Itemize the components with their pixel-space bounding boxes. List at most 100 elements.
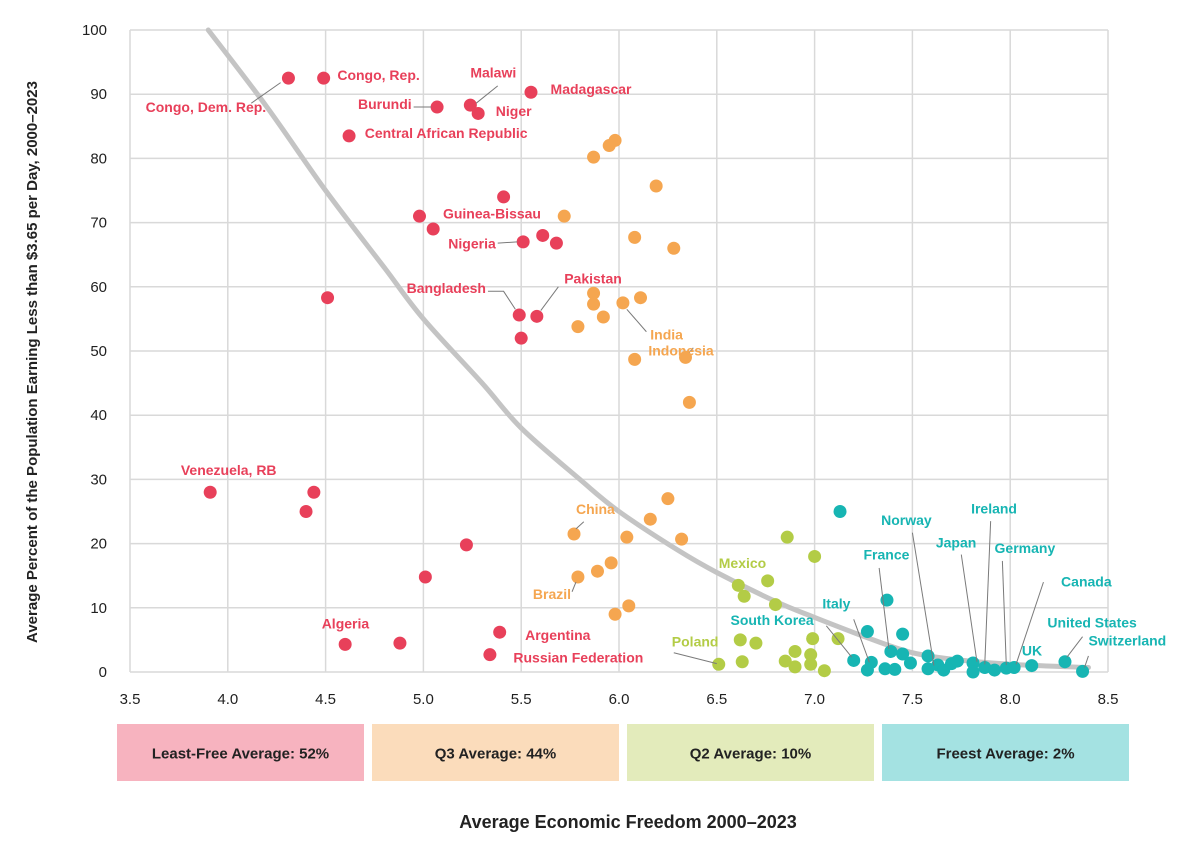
data-point	[749, 636, 763, 650]
data-point	[778, 654, 792, 668]
y-tick-label: 40	[90, 407, 107, 424]
data-point	[497, 190, 511, 204]
data-point	[731, 578, 745, 592]
y-tick-label: 80	[90, 150, 107, 167]
point-label: Madagascar	[551, 81, 632, 97]
data-point	[860, 625, 874, 639]
point-label: Niger	[496, 103, 532, 119]
leader-line	[960, 554, 978, 662]
x-tick-label: 5.0	[413, 691, 434, 708]
data-point	[1025, 659, 1039, 673]
data-point	[430, 100, 444, 114]
point-label: United States	[1047, 615, 1137, 631]
quartile-band	[372, 724, 619, 781]
leader-line	[689, 347, 694, 353]
x-tick-label: 6.0	[609, 691, 630, 708]
data-point	[733, 633, 747, 647]
point-label: Canada	[1061, 574, 1112, 590]
data-point	[307, 485, 321, 499]
data-point	[712, 657, 726, 671]
x-tick-label: 8.5	[1098, 691, 1119, 708]
x-tick-label: 6.5	[706, 691, 727, 708]
data-point	[321, 291, 335, 305]
y-tick-label: 0	[99, 664, 107, 681]
data-point	[524, 85, 538, 99]
trend-line	[205, 27, 1091, 671]
trend-line-group	[205, 27, 1091, 671]
annotation-labels: Congo, Dem. Rep. Congo, Rep. Burundi Malawi…	[146, 65, 1167, 666]
point-label: China	[576, 501, 615, 517]
y-axis-ticks: 0 10 20 30 40 50 60 70 80 90 100	[82, 22, 107, 681]
data-point	[1076, 664, 1090, 678]
point-label: Malawi	[470, 65, 516, 81]
point-label: Norway	[881, 512, 932, 528]
point-label: Switzerland	[1088, 633, 1166, 649]
leader-line	[626, 308, 647, 333]
point-label: Argentina	[525, 627, 591, 643]
leader-line	[1015, 581, 1044, 665]
leader-line	[1084, 655, 1089, 668]
data-point	[590, 564, 604, 578]
leader-line	[1066, 636, 1083, 658]
leader-line	[575, 521, 585, 530]
data-point	[860, 663, 874, 677]
quartile-band	[882, 724, 1129, 781]
data-point	[921, 649, 935, 663]
data-point	[516, 235, 530, 249]
data-point	[622, 599, 636, 613]
data-point	[514, 331, 528, 345]
data-point	[567, 527, 581, 541]
data-point	[426, 222, 440, 236]
data-point	[808, 549, 822, 563]
quartile-band-label: Least-Free Average: 52%	[152, 746, 329, 763]
data-point	[620, 530, 634, 544]
data-point	[587, 150, 601, 164]
data-point	[342, 129, 356, 143]
data-points	[203, 71, 1090, 679]
leader-line	[1001, 560, 1007, 665]
point-label: Nigeria	[448, 235, 496, 251]
point-label: Brazil	[533, 586, 571, 602]
quartile-band	[117, 724, 364, 781]
y-axis-label: Average Percent of the Population Earnin…	[24, 81, 41, 643]
leader-line	[497, 241, 518, 244]
data-point	[628, 230, 642, 244]
data-point	[896, 627, 910, 641]
point-label: Central African Republic	[365, 125, 528, 141]
data-point	[896, 647, 910, 661]
x-axis-ticks: 3.5 4.0 4.5 5.0 5.5 6.0 6.5 7.0 7.5 8.0 8.5	[120, 691, 1119, 708]
point-label: Guinea-Bissau	[443, 206, 541, 222]
data-point	[418, 570, 432, 584]
point-label: Venezuela, RB	[181, 462, 277, 478]
x-axis-label: Average Economic Freedom 2000–2023	[459, 812, 797, 832]
data-point	[788, 660, 802, 674]
data-point	[988, 663, 1002, 677]
leader-line	[250, 82, 281, 104]
data-point	[679, 350, 693, 364]
data-point	[608, 133, 622, 147]
y-tick-label: 90	[90, 86, 107, 103]
leader-line	[571, 581, 577, 592]
data-point	[675, 532, 689, 546]
data-point	[888, 662, 902, 676]
point-label: Congo, Rep.	[337, 67, 419, 83]
data-point	[338, 637, 352, 651]
data-point	[903, 656, 917, 670]
data-point	[649, 179, 663, 193]
y-tick-label: 70	[90, 215, 107, 232]
point-label: Poland	[672, 633, 719, 649]
data-point	[735, 655, 749, 669]
data-point	[737, 589, 751, 603]
data-point	[884, 644, 898, 658]
data-point	[471, 106, 485, 120]
data-point	[661, 492, 675, 506]
point-label: Congo, Dem. Rep.	[146, 99, 267, 115]
leader-line	[475, 85, 499, 104]
data-point	[950, 654, 964, 668]
point-label: France	[864, 547, 910, 563]
data-point	[966, 665, 980, 679]
leader-line	[878, 567, 890, 649]
data-point	[483, 648, 497, 662]
y-tick-label: 60	[90, 279, 107, 296]
leader-line	[984, 521, 992, 665]
